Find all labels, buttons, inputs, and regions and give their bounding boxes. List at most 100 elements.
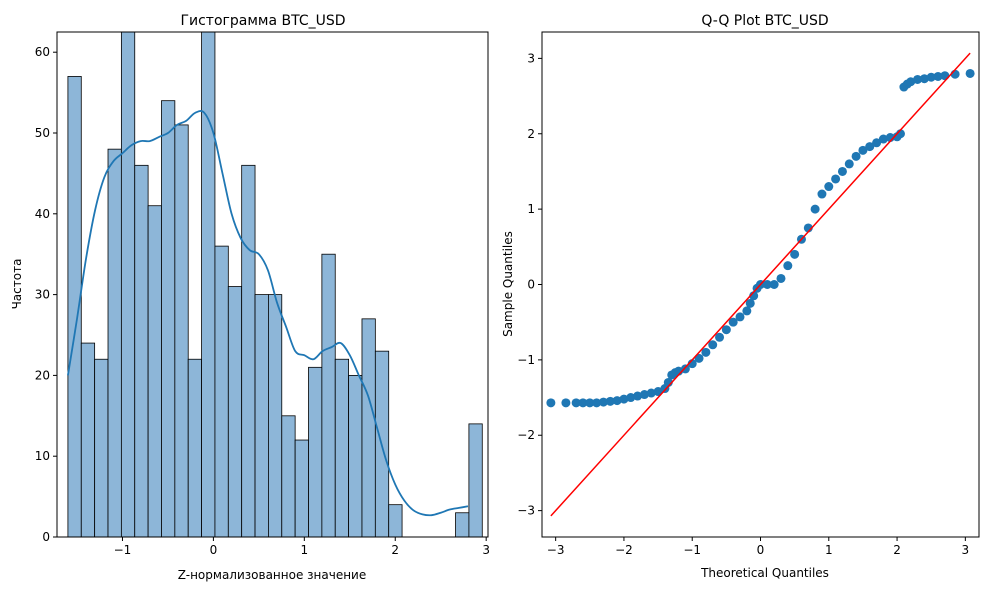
qq-point: [715, 332, 725, 342]
qq-point: [694, 353, 704, 363]
y-tick-label: 1: [527, 202, 535, 216]
qq-point: [844, 159, 854, 169]
x-tick-label: 1: [301, 543, 309, 557]
qq-point: [872, 138, 882, 148]
histogram-panel: Гистограмма BTC_USD −1 0 1 2 3 0 10 20 30 40 50 60…: [10, 13, 490, 582]
qq-point: [790, 249, 800, 259]
qq-point: [728, 317, 738, 327]
histogram-axes-frame: [56, 31, 489, 538]
histogram-bar: [468, 423, 483, 537]
qq-point: [708, 340, 718, 350]
qq-point: [769, 280, 779, 289]
qq-y-label: Sample Quantiles: [501, 231, 515, 337]
qq-point: [745, 298, 755, 308]
y-tick-label: 30: [35, 288, 50, 302]
histogram-bar: [174, 124, 189, 537]
qq-point: [639, 390, 649, 400]
histogram-bar: [80, 342, 96, 537]
qq-point: [776, 273, 786, 283]
qq-point: [965, 68, 975, 78]
histogram-bar: [134, 164, 149, 537]
qq-point: [824, 182, 834, 192]
y-tick-label: 20: [35, 368, 50, 382]
qq-point: [701, 347, 711, 357]
qq-point: [592, 398, 602, 408]
histogram-kde: [67, 110, 469, 517]
histogram-bar: [361, 318, 376, 537]
qq-point: [858, 145, 868, 155]
y-tick-label: 10: [35, 449, 50, 463]
qq-point: [933, 71, 943, 81]
x-tick-label: 2: [893, 543, 901, 557]
qq-reference-line: [550, 52, 971, 517]
qq-plot-title: Q-Q Plot BTC_USD: [701, 13, 828, 29]
qq-point: [865, 142, 875, 152]
x-tick-label: 2: [391, 543, 399, 557]
y-tick-label: −1: [517, 353, 535, 367]
qq-point: [646, 388, 656, 398]
histogram-bar: [388, 504, 403, 537]
histogram-y-ticks: 0 10 20 30 40 50 60: [35, 45, 57, 544]
histogram-bar: [268, 294, 283, 537]
qq-point: [742, 306, 752, 316]
qq-point: [633, 391, 643, 401]
x-tick-label: −2: [615, 543, 633, 557]
histogram-x-label: Z-нормализованное значение: [178, 568, 366, 582]
qq-point: [831, 174, 841, 184]
y-tick-label: 50: [35, 126, 50, 140]
y-tick-label: 0: [527, 278, 535, 292]
qq-point: [837, 166, 847, 176]
histogram-bars: [67, 32, 483, 537]
qq-point: [721, 325, 731, 335]
qq-point: [783, 261, 793, 271]
histogram-bar: [187, 358, 202, 537]
qq-plot-panel: Q-Q Plot BTC_USD −3 −2 −1 0 1 2 3 −3 −2 −1 0 1 2 3 T…: [501, 13, 980, 580]
qq-point: [817, 189, 827, 199]
x-tick-label: −1: [683, 543, 701, 557]
x-tick-label: 0: [210, 543, 218, 557]
histogram-bar: [107, 148, 122, 537]
qq-point: [919, 74, 929, 84]
y-tick-label: 40: [35, 207, 50, 221]
histogram-y-label: Частота: [10, 259, 24, 310]
histogram-bar: [281, 415, 296, 537]
histogram-bar: [147, 205, 162, 537]
qq-point: [578, 398, 588, 408]
qq-point: [585, 398, 595, 408]
qq-point: [851, 151, 861, 161]
histogram-bar: [227, 286, 243, 537]
qq-point: [878, 134, 888, 144]
qq-point: [619, 394, 629, 404]
histogram-bar: [334, 358, 350, 537]
qq-point: [735, 312, 745, 322]
qq-point: [926, 72, 936, 82]
y-tick-label: 3: [527, 51, 535, 65]
x-tick-label: 1: [825, 543, 833, 557]
qq-point: [913, 74, 923, 84]
histogram-bar: [254, 294, 269, 537]
qq-point: [762, 280, 772, 289]
y-tick-label: 60: [35, 45, 50, 59]
qq-point: [546, 398, 556, 408]
qq-y-ticks: −3 −2 −1 0 1 2 3: [517, 51, 542, 518]
x-tick-label: −1: [114, 543, 132, 557]
qq-point: [680, 364, 690, 374]
y-tick-label: 2: [527, 127, 535, 141]
qq-point: [653, 387, 663, 397]
histogram-bar: [455, 512, 470, 537]
x-tick-label: 3: [962, 543, 970, 557]
qq-point: [810, 204, 820, 214]
qq-point: [626, 393, 636, 403]
qq-x-label: Theoretical Quantiles: [700, 566, 829, 580]
qq-point: [561, 398, 571, 408]
histogram-x-ticks: −1 0 1 2 3: [114, 537, 490, 557]
x-tick-label: 0: [757, 543, 765, 557]
qq-point: [940, 71, 950, 81]
histogram-bar: [214, 245, 229, 537]
qq-point: [612, 396, 622, 406]
histogram-bar: [241, 164, 256, 537]
qq-reference-line-group: [550, 52, 971, 517]
histogram-bar: [201, 32, 216, 537]
kde-curve: [67, 110, 469, 517]
x-tick-label: −3: [547, 543, 565, 557]
